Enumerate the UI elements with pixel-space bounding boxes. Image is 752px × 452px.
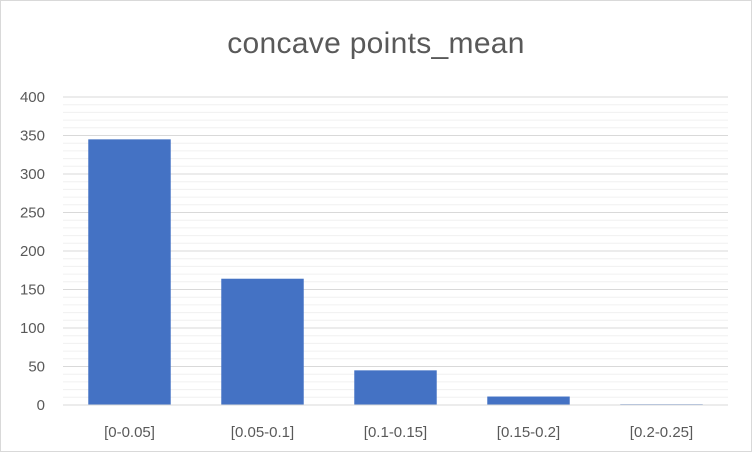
bars [88,139,703,405]
y-tick-label: 250 [20,205,45,222]
y-tick-label: 200 [20,243,45,260]
bar [354,370,437,405]
bar [88,139,171,405]
x-axis-ticks: [0-0.05] [0.05-0.1] [0.1-0.15] [0.15-0.2] [0… [104,424,693,441]
x-tick-label: [0.2-0.25] [630,424,693,441]
y-tick-label: 150 [20,282,45,299]
y-tick-label: 300 [20,166,45,183]
bar [487,396,570,405]
y-axis-ticks: 0 50 100 150 200 250 300 350 400 [20,89,45,414]
bar [221,278,304,405]
x-tick-label: [0.05-0.1] [231,424,294,441]
y-tick-label: 400 [20,89,45,106]
x-tick-label: [0-0.05] [104,424,155,441]
chart-title: concave points_mean [227,27,525,60]
y-tick-label: 350 [20,128,45,145]
x-tick-label: [0.1-0.15] [364,424,427,441]
gridlines [63,96,728,398]
y-tick-label: 50 [28,359,45,376]
y-tick-label: 100 [20,320,45,337]
y-tick-label: 0 [37,397,45,414]
x-tick-label: [0.15-0.2] [497,424,560,441]
